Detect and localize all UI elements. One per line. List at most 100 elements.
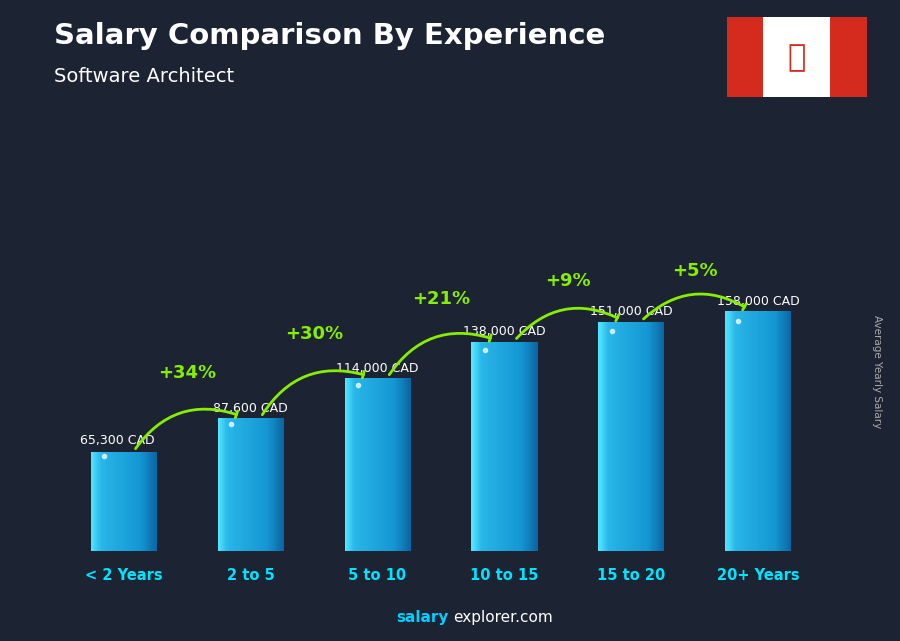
Bar [137, 452, 139, 551]
Bar [652, 322, 653, 551]
Bar [396, 378, 398, 551]
Bar [368, 378, 369, 551]
Bar [779, 312, 780, 551]
Bar [348, 378, 349, 551]
Bar [239, 419, 241, 551]
Text: 10 to 15: 10 to 15 [471, 568, 538, 583]
Bar [103, 452, 104, 551]
Bar [534, 342, 535, 551]
Text: Software Architect: Software Architect [54, 67, 234, 87]
Bar [640, 322, 642, 551]
Bar [639, 322, 640, 551]
Bar [234, 419, 236, 551]
Bar [273, 419, 274, 551]
Bar [388, 378, 389, 551]
Bar [265, 419, 266, 551]
Bar [610, 322, 612, 551]
Bar [384, 378, 385, 551]
Bar [733, 312, 734, 551]
Bar [628, 322, 629, 551]
Bar [135, 452, 136, 551]
Bar [831, 17, 867, 97]
Bar [267, 419, 268, 551]
Bar [662, 322, 663, 551]
Bar [514, 342, 516, 551]
Bar [230, 419, 231, 551]
Bar [751, 312, 752, 551]
Bar [150, 452, 151, 551]
Bar [494, 342, 496, 551]
Bar [638, 322, 639, 551]
Bar [407, 378, 409, 551]
Bar [345, 378, 346, 551]
Bar [734, 312, 735, 551]
Bar [96, 452, 97, 551]
Bar [508, 342, 510, 551]
Text: 20+ Years: 20+ Years [717, 568, 799, 583]
Bar [380, 378, 381, 551]
Bar [786, 312, 787, 551]
Bar [146, 452, 147, 551]
Bar [224, 419, 226, 551]
Bar [356, 378, 358, 551]
Bar [269, 419, 271, 551]
Bar [366, 378, 368, 551]
Bar [124, 452, 125, 551]
Bar [274, 419, 275, 551]
Bar [127, 452, 129, 551]
Bar [603, 322, 604, 551]
Bar [516, 342, 517, 551]
Bar [406, 378, 408, 551]
Bar [764, 312, 765, 551]
Bar [623, 322, 624, 551]
Bar [755, 312, 756, 551]
Bar [630, 322, 632, 551]
Bar [511, 342, 512, 551]
Bar [736, 312, 737, 551]
Bar [241, 419, 242, 551]
Bar [383, 378, 384, 551]
Bar [349, 378, 350, 551]
Bar [264, 419, 266, 551]
Text: +34%: +34% [158, 364, 216, 382]
Bar [758, 312, 760, 551]
Bar [360, 378, 361, 551]
Bar [122, 452, 124, 551]
Bar [111, 452, 112, 551]
Bar [498, 342, 500, 551]
Bar [476, 342, 477, 551]
Bar [95, 452, 96, 551]
Bar [381, 378, 382, 551]
Bar [621, 322, 623, 551]
Bar [651, 322, 652, 551]
Bar [375, 378, 376, 551]
Bar [776, 312, 777, 551]
Bar [510, 342, 511, 551]
Bar [155, 452, 156, 551]
Bar [658, 322, 659, 551]
Bar [141, 452, 142, 551]
Bar [727, 312, 729, 551]
Bar [255, 419, 256, 551]
Bar [261, 419, 262, 551]
Text: +5%: +5% [672, 262, 717, 280]
Bar [641, 322, 643, 551]
Bar [378, 378, 379, 551]
Bar [508, 342, 509, 551]
Bar [107, 452, 109, 551]
Bar [154, 452, 155, 551]
Bar [148, 452, 149, 551]
Bar [259, 419, 261, 551]
Bar [379, 378, 380, 551]
Bar [643, 322, 644, 551]
Bar [523, 342, 525, 551]
Bar [606, 322, 608, 551]
Bar [382, 378, 383, 551]
Bar [789, 312, 790, 551]
Bar [223, 419, 224, 551]
Text: +21%: +21% [412, 290, 470, 308]
Bar [750, 312, 751, 551]
Bar [784, 312, 785, 551]
Bar [237, 419, 238, 551]
Bar [483, 342, 485, 551]
